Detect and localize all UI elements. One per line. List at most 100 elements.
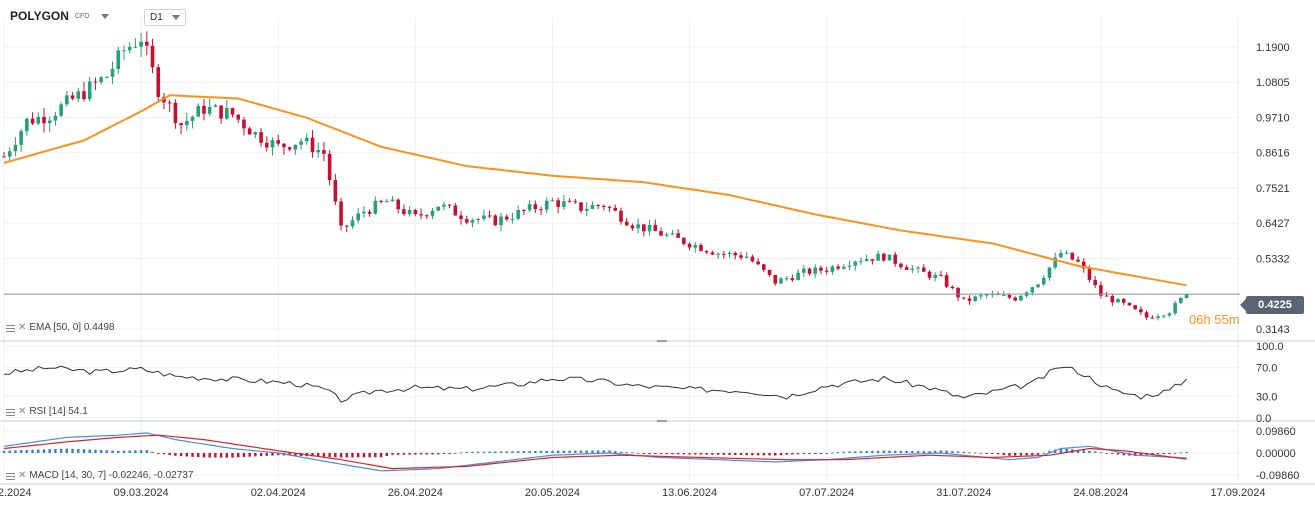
settings-icon[interactable] [6, 408, 15, 416]
candle-bullish [859, 257, 863, 265]
candle-body [1036, 284, 1040, 288]
histogram-bar [362, 453, 366, 458]
candle-bullish [59, 101, 63, 118]
histogram-bar [1036, 453, 1040, 455]
candle-body [36, 116, 41, 124]
candle-bearish [624, 217, 629, 227]
settings-icon[interactable] [6, 324, 15, 332]
histogram-bar [848, 451, 851, 453]
candle-body [310, 137, 315, 153]
histogram-bar [128, 450, 131, 453]
candle-bullish [727, 250, 732, 258]
candle-body [967, 298, 972, 301]
candle-body [944, 275, 949, 287]
candle-body [853, 261, 858, 266]
candle-bullish [802, 264, 806, 278]
candle-bullish [550, 197, 555, 202]
histogram-bar [956, 451, 960, 453]
candle-body [459, 215, 463, 220]
histogram-bar [505, 451, 508, 453]
candle-body [1173, 302, 1177, 314]
histogram-bar [556, 450, 560, 453]
histogram-bar [608, 450, 611, 453]
candle-bearish [167, 99, 172, 112]
candle-bullish [316, 142, 321, 158]
candle-body [613, 207, 618, 211]
timeframe-selector[interactable]: D1 [144, 9, 186, 26]
y-tick-label: 70.0 [1256, 363, 1277, 375]
histogram-bar [277, 453, 280, 456]
chevron-down-icon[interactable] [172, 15, 180, 20]
candle-body [539, 209, 543, 211]
symbol-selector[interactable]: POLYGON CFD [10, 9, 110, 23]
rsi-legend: ✕ RSI [14] 54.1 [6, 406, 88, 417]
histogram-bar [288, 453, 291, 456]
candle-body [453, 205, 458, 216]
candle-body [1104, 295, 1109, 297]
candle-body [430, 210, 435, 216]
candle-bullish [876, 250, 880, 261]
candle-body [762, 264, 766, 270]
candle-body [824, 270, 829, 272]
x-tick-label: 07.07.2024 [799, 487, 854, 499]
candle-bullish [390, 196, 395, 202]
histogram-bar [2, 450, 6, 453]
candle-body [185, 120, 189, 126]
histogram-bar [494, 451, 497, 453]
candle-bearish [310, 130, 315, 158]
candle-bearish [459, 210, 463, 225]
candle-bearish [1144, 310, 1149, 320]
candle-bearish [704, 250, 709, 255]
candle-bearish [699, 243, 703, 252]
close-icon[interactable]: ✕ [18, 322, 27, 333]
candle-bullish [516, 205, 520, 221]
candle-body [322, 150, 326, 154]
settings-icon[interactable] [6, 472, 15, 480]
close-icon[interactable]: ✕ [18, 406, 27, 417]
histogram-bar [682, 453, 686, 455]
close-icon[interactable]: ✕ [18, 470, 27, 481]
histogram-bar [1173, 452, 1177, 454]
candle-bearish [899, 262, 903, 270]
macd-legend: ✕ MACD [14, 30, 7] -0.02246, -0.02737 [6, 470, 193, 481]
candle-body [510, 218, 515, 220]
histogram-bar [459, 452, 463, 454]
candle-bullish [87, 76, 92, 102]
candle-body [642, 224, 646, 232]
histogram-bar [951, 451, 954, 453]
histogram-bar [842, 451, 846, 453]
candle-body [676, 233, 680, 238]
histogram-bar [351, 453, 354, 458]
candle-body [179, 123, 183, 126]
candle-bullish [105, 75, 109, 78]
candle-bearish [1070, 252, 1075, 261]
candle-bullish [1041, 275, 1046, 286]
histogram-bar [756, 453, 760, 456]
candle-body [607, 206, 612, 208]
pane-dividers[interactable] [0, 340, 1315, 485]
candle-body [247, 128, 252, 135]
candle-body [53, 115, 58, 121]
candle-bullish [482, 209, 486, 222]
candle-body [1161, 315, 1166, 317]
chevron-down-icon[interactable] [101, 13, 110, 19]
candle-body [350, 220, 355, 227]
histogram-bar [454, 452, 457, 454]
candle-bullish [127, 41, 132, 54]
histogram-bar [1122, 453, 1125, 456]
histogram-bar [882, 450, 885, 453]
candle-body [939, 274, 943, 276]
candle-body [133, 46, 138, 48]
histogram-bar [271, 453, 274, 456]
candle-body [270, 140, 275, 148]
histogram-bar [436, 453, 440, 455]
histogram-bar [791, 453, 794, 455]
candle-body [316, 150, 321, 153]
histogram-bar [1116, 453, 1120, 455]
y-tick-label: 0.9710 [1256, 112, 1290, 124]
histogram-bar [979, 452, 983, 454]
candle-body [904, 267, 909, 270]
histogram-bar [1179, 452, 1183, 454]
candle-bearish [642, 224, 646, 237]
